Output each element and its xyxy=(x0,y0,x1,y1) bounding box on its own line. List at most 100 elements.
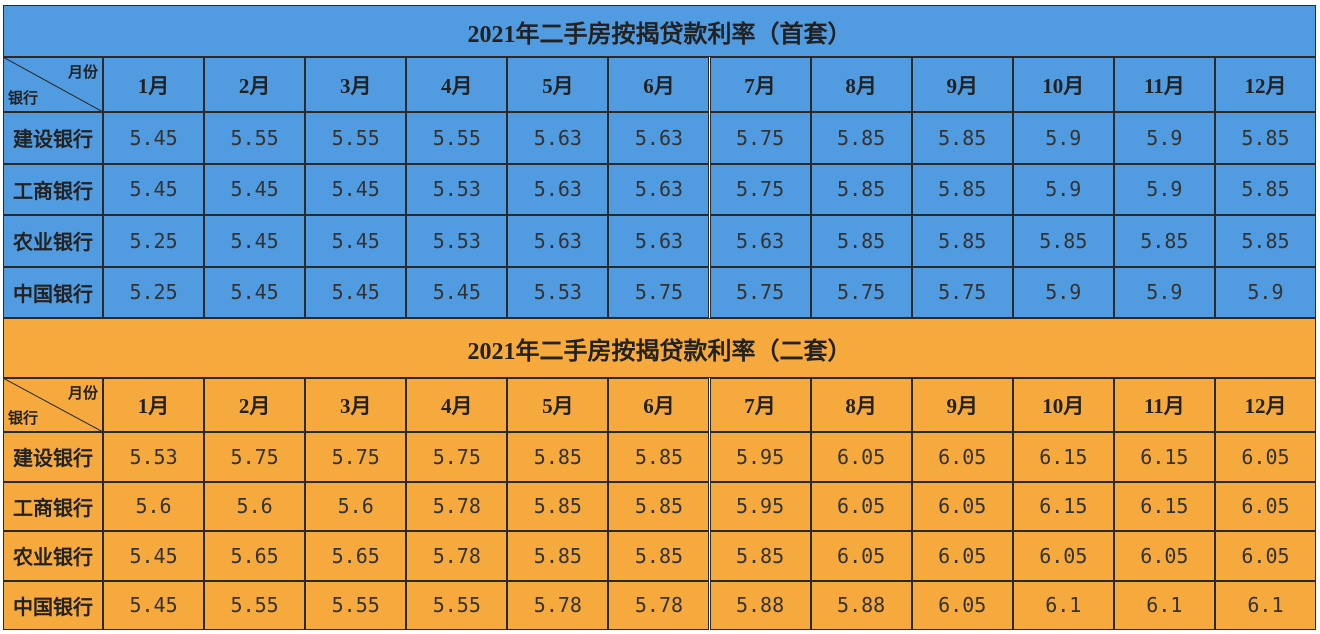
rate-cell: 5.6 xyxy=(305,481,407,531)
column-header: 11月 xyxy=(1113,378,1215,432)
rate-cell: 5.85 xyxy=(1012,215,1114,267)
column-header: 4月 xyxy=(406,378,508,432)
rate-cell: 5.95 xyxy=(709,481,811,531)
rate-cell: 5.63 xyxy=(608,163,710,215)
corner-cell: 月份银行 xyxy=(3,378,103,432)
column-header: 5月 xyxy=(507,378,609,432)
rate-cell: 5.53 xyxy=(507,266,609,318)
column-header: 月份 xyxy=(67,384,98,402)
rate-cell: 5.63 xyxy=(709,215,811,267)
rate-cell: 5.63 xyxy=(507,163,609,215)
column-header: 2月 xyxy=(204,57,306,112)
column-header: 9月 xyxy=(911,57,1013,112)
rate-cell: 6.05 xyxy=(1214,481,1316,531)
column-header: 6月 xyxy=(608,57,710,112)
rate-cell: 5.95 xyxy=(709,432,811,482)
column-header: 7月 xyxy=(709,378,811,432)
rate-cell: 5.9 xyxy=(1113,112,1215,164)
column-header: 8月 xyxy=(810,378,912,432)
rate-cell: 5.45 xyxy=(305,266,407,318)
rate-cell: 5.85 xyxy=(810,112,912,164)
row-header: 工商银行 xyxy=(3,481,103,531)
column-header: 2月 xyxy=(204,378,306,432)
row-header: 中国银行 xyxy=(3,580,103,630)
rate-cell: 5.45 xyxy=(103,531,205,581)
column-header: 1月 xyxy=(103,57,205,112)
rate-cell: 5.85 xyxy=(911,163,1013,215)
rate-cell: 5.88 xyxy=(709,580,811,630)
rate-cell: 5.45 xyxy=(204,163,306,215)
rate-cell: 5.85 xyxy=(608,432,710,482)
rate-cell: 6.15 xyxy=(1012,432,1114,482)
rate-cell: 5.9 xyxy=(1012,266,1114,318)
rate-cell: 5.53 xyxy=(406,215,508,267)
rate-cell: 5.65 xyxy=(204,531,306,581)
rate-cell: 6.15 xyxy=(1113,481,1215,531)
row-header: 建设银行 xyxy=(3,112,103,164)
rate-cell: 5.9 xyxy=(1214,266,1316,318)
rate-cell: 6.1 xyxy=(1113,580,1215,630)
rate-cell: 5.63 xyxy=(507,215,609,267)
column-header: 12月 xyxy=(1214,57,1316,112)
column-header: 8月 xyxy=(810,57,912,112)
rate-cell: 5.9 xyxy=(1113,163,1215,215)
rate-cell: 5.85 xyxy=(1214,163,1316,215)
rate-cell: 5.65 xyxy=(305,531,407,581)
rate-cell: 5.75 xyxy=(709,163,811,215)
rate-cell: 5.85 xyxy=(507,432,609,482)
rate-cell: 5.85 xyxy=(709,531,811,581)
rate-cell: 5.78 xyxy=(406,481,508,531)
rate-cell: 5.85 xyxy=(1214,112,1316,164)
rate-cell: 5.25 xyxy=(103,266,205,318)
rate-cell: 5.78 xyxy=(507,580,609,630)
column-header: 10月 xyxy=(1012,378,1114,432)
rate-cell: 5.85 xyxy=(911,112,1013,164)
rate-cell: 6.05 xyxy=(810,531,912,581)
rate-cell: 5.45 xyxy=(103,112,205,164)
column-header: 10月 xyxy=(1012,57,1114,112)
rate-cell: 5.45 xyxy=(204,215,306,267)
rate-cell: 6.1 xyxy=(1214,580,1316,630)
rate-cell: 5.55 xyxy=(305,580,407,630)
row-header: 银行 xyxy=(8,409,39,427)
rate-cell: 5.63 xyxy=(608,112,710,164)
table-title: 2021年二手房按揭贷款利率（首套） xyxy=(3,5,1316,57)
rate-cell: 6.05 xyxy=(911,481,1013,531)
rate-cell: 6.05 xyxy=(1113,531,1215,581)
rate-cell: 6.05 xyxy=(911,531,1013,581)
rate-cell: 5.85 xyxy=(911,215,1013,267)
rate-cell: 5.75 xyxy=(810,266,912,318)
rate-cell: 5.75 xyxy=(608,266,710,318)
column-header: 1月 xyxy=(103,378,205,432)
rate-cell: 5.78 xyxy=(608,580,710,630)
rate-cell: 5.85 xyxy=(608,531,710,581)
rate-cell: 5.53 xyxy=(103,432,205,482)
rate-cell: 6.05 xyxy=(810,481,912,531)
rate-cell: 5.85 xyxy=(507,531,609,581)
rate-cell: 5.55 xyxy=(204,112,306,164)
column-header: 3月 xyxy=(305,57,407,112)
rate-cell: 5.55 xyxy=(305,112,407,164)
rate-cell: 5.85 xyxy=(507,481,609,531)
rate-cell: 5.55 xyxy=(406,112,508,164)
rate-cell: 5.75 xyxy=(204,432,306,482)
table-title: 2021年二手房按揭贷款利率（二套） xyxy=(3,318,1316,378)
column-header: 6月 xyxy=(608,378,710,432)
rate-cell: 6.05 xyxy=(911,580,1013,630)
row-header: 农业银行 xyxy=(3,215,103,267)
rate-cell: 6.15 xyxy=(1012,481,1114,531)
column-header: 11月 xyxy=(1113,57,1215,112)
rate-cell: 5.75 xyxy=(709,266,811,318)
rate-cell: 5.85 xyxy=(608,481,710,531)
row-header: 中国银行 xyxy=(3,266,103,318)
rate-cell: 6.15 xyxy=(1113,432,1215,482)
rate-cell: 6.05 xyxy=(911,432,1013,482)
row-header: 农业银行 xyxy=(3,531,103,581)
row-header: 银行 xyxy=(8,89,39,107)
rate-cell: 6.1 xyxy=(1012,580,1114,630)
corner-cell: 月份 银行 xyxy=(3,57,103,112)
rate-cell: 5.85 xyxy=(810,215,912,267)
rate-cell: 5.45 xyxy=(305,215,407,267)
rate-cell: 5.45 xyxy=(406,266,508,318)
